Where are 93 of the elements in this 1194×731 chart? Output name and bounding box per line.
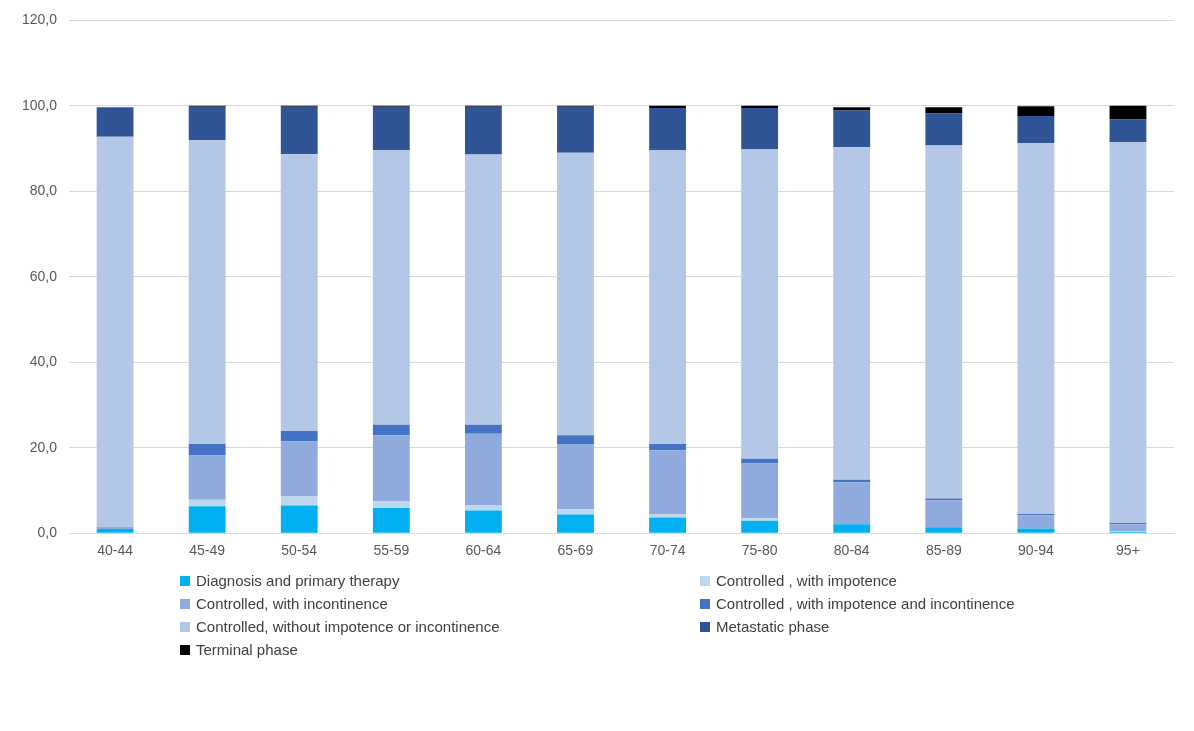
bar xyxy=(188,455,226,500)
bar xyxy=(372,106,410,151)
x-tick-label: 75-80 xyxy=(741,542,778,559)
bar xyxy=(741,463,779,519)
legend-label: Controlled, with incontinence xyxy=(196,595,388,612)
bar xyxy=(464,154,502,425)
bar xyxy=(557,152,594,436)
bar xyxy=(925,113,963,146)
legend-label: Metastatic phase xyxy=(716,618,830,635)
x-tick-label: 45-49 xyxy=(189,542,226,559)
bar xyxy=(833,110,871,148)
bar xyxy=(1017,116,1055,144)
bar xyxy=(833,107,871,111)
legend-label: Controlled , with impotence xyxy=(716,572,897,589)
legend-label: Controlled , with impotence and incontinence xyxy=(716,595,1015,612)
y-tick-label: 40,0 xyxy=(29,353,58,370)
legend-label: Diagnosis and primary therapy xyxy=(196,572,400,589)
bar xyxy=(1017,528,1055,533)
bar xyxy=(741,518,779,521)
bar xyxy=(1109,142,1147,523)
bar xyxy=(557,443,594,510)
bar xyxy=(96,526,134,529)
bar xyxy=(280,505,318,533)
bar xyxy=(96,107,134,137)
bar xyxy=(741,149,779,459)
bar xyxy=(1109,105,1147,120)
bar xyxy=(649,517,686,533)
bar xyxy=(188,443,226,456)
bar xyxy=(96,136,134,527)
bar xyxy=(188,506,226,533)
bar xyxy=(833,482,871,525)
bar xyxy=(557,435,594,444)
bar xyxy=(464,106,502,155)
bar xyxy=(741,108,779,150)
bar xyxy=(280,154,318,432)
y-tick-label: 120,0 xyxy=(21,11,58,28)
bar xyxy=(1017,515,1055,529)
bar xyxy=(96,528,134,533)
bar xyxy=(557,514,594,533)
bar xyxy=(925,500,963,528)
x-tick-label: 85-89 xyxy=(925,542,962,559)
bar xyxy=(649,108,686,150)
bar xyxy=(464,433,502,506)
bar xyxy=(557,509,594,515)
x-tick-label: 40-44 xyxy=(97,542,134,559)
bar xyxy=(280,431,318,442)
bar xyxy=(1017,106,1055,117)
bar xyxy=(741,105,779,108)
x-tick-label: 95+ xyxy=(1116,542,1140,559)
bar xyxy=(280,496,318,506)
bar xyxy=(649,105,686,108)
bar xyxy=(280,441,318,497)
x-tick-label: 60-64 xyxy=(465,542,502,559)
bar xyxy=(925,145,963,499)
bar xyxy=(833,147,871,480)
bar xyxy=(372,435,410,502)
y-tick-label: 20,0 xyxy=(29,438,58,455)
y-tick-label: 60,0 xyxy=(29,267,58,284)
bar xyxy=(741,458,779,464)
bar xyxy=(649,450,686,515)
bar xyxy=(372,507,410,533)
x-tick-label: 65-69 xyxy=(557,542,594,559)
bar xyxy=(372,424,410,436)
bar xyxy=(1109,119,1147,143)
x-tick-label: 90-94 xyxy=(1017,542,1054,559)
bar xyxy=(557,106,594,153)
y-tick-label: 0,0 xyxy=(37,524,58,541)
x-tick-label: 50-54 xyxy=(281,542,318,559)
bar xyxy=(649,149,686,444)
bar xyxy=(741,520,779,533)
bar xyxy=(925,107,963,114)
bar xyxy=(464,505,502,511)
bar xyxy=(188,499,226,507)
x-tick-label: 70-74 xyxy=(649,542,686,559)
bar xyxy=(464,510,502,533)
bar xyxy=(1017,143,1055,514)
legend-label: Controlled, without impotence or incontinence xyxy=(196,618,500,635)
bar xyxy=(372,501,410,508)
bar xyxy=(280,106,318,155)
bar xyxy=(188,106,226,141)
bar xyxy=(464,424,502,434)
y-tick-label: 100,0 xyxy=(21,96,58,113)
bar xyxy=(833,524,871,533)
bar xyxy=(1109,524,1147,532)
x-tick-label: 55-59 xyxy=(373,542,410,559)
x-tick-label: 80-84 xyxy=(833,542,870,559)
legend-label: Terminal phase xyxy=(196,641,298,658)
bar xyxy=(372,150,410,425)
bar xyxy=(649,514,686,518)
bar xyxy=(925,527,963,533)
bar xyxy=(188,140,226,444)
y-tick-label: 80,0 xyxy=(29,182,58,199)
bar xyxy=(649,443,686,451)
